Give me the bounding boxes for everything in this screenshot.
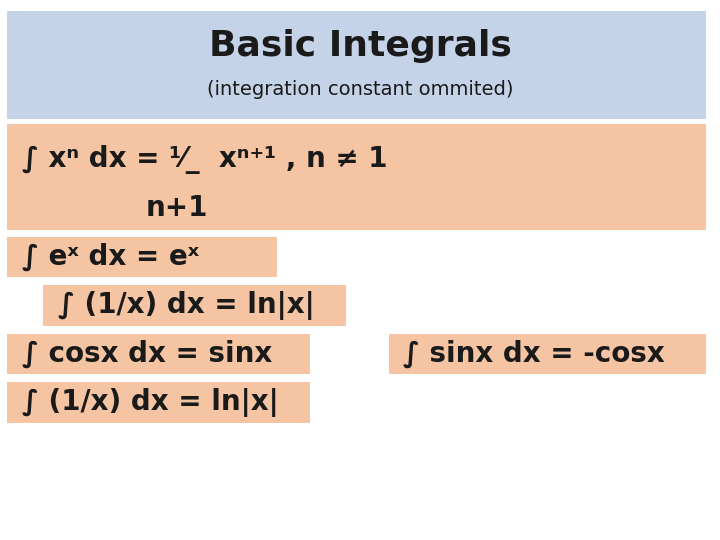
FancyBboxPatch shape	[7, 334, 310, 374]
Text: ∫ (1/x) dx = ln|x|: ∫ (1/x) dx = ln|x|	[22, 388, 279, 417]
Text: ∫ cosx dx = sinx: ∫ cosx dx = sinx	[22, 340, 272, 368]
FancyBboxPatch shape	[7, 11, 706, 119]
Text: ∫ xⁿ dx = ¹⁄_  xⁿ⁺¹ , n ≠ 1: ∫ xⁿ dx = ¹⁄_ xⁿ⁺¹ , n ≠ 1	[22, 145, 387, 174]
FancyBboxPatch shape	[7, 382, 310, 423]
Text: ∫ (1/x) dx = ln|x|: ∫ (1/x) dx = ln|x|	[58, 291, 315, 320]
Text: ∫ eˣ dx = eˣ: ∫ eˣ dx = eˣ	[22, 242, 199, 271]
Text: ∫ sinx dx = -cosx: ∫ sinx dx = -cosx	[403, 340, 665, 368]
FancyBboxPatch shape	[389, 334, 706, 374]
FancyBboxPatch shape	[43, 285, 346, 326]
Text: n+1: n+1	[145, 194, 207, 222]
FancyBboxPatch shape	[7, 237, 277, 277]
Text: Basic Integrals: Basic Integrals	[209, 29, 511, 63]
FancyBboxPatch shape	[7, 124, 706, 230]
Text: (integration constant ommited): (integration constant ommited)	[207, 79, 513, 99]
